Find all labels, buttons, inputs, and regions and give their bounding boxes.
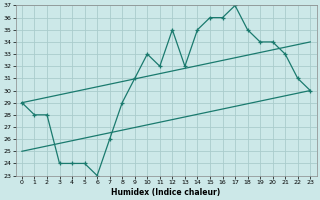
X-axis label: Humidex (Indice chaleur): Humidex (Indice chaleur) [111, 188, 221, 197]
